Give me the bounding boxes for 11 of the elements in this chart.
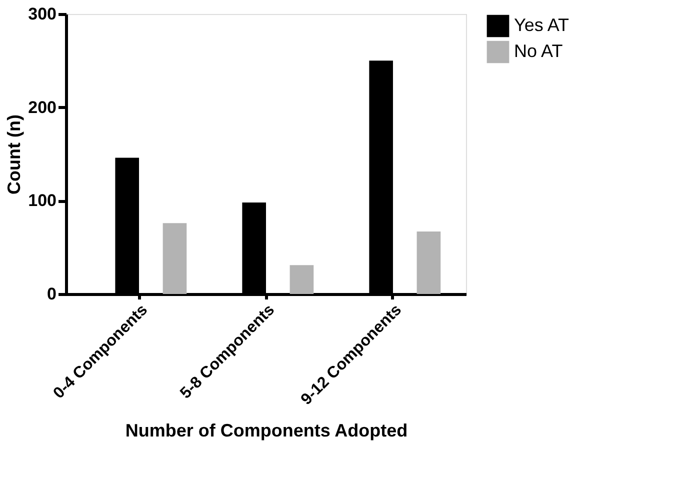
- y-tick-label: 100: [28, 191, 56, 210]
- legend-label: No AT: [514, 41, 563, 61]
- y-axis-title: Count (n): [4, 114, 24, 194]
- y-tick-label: 0: [47, 284, 56, 304]
- legend-label: Yes AT: [514, 15, 570, 35]
- bar: [290, 265, 314, 294]
- y-tick-label: 200: [28, 98, 56, 117]
- bar: [162, 223, 187, 294]
- x-axis-title: Number of Components Adopted: [125, 420, 408, 441]
- y-tick-label: 300: [28, 4, 56, 24]
- bar: [416, 231, 441, 294]
